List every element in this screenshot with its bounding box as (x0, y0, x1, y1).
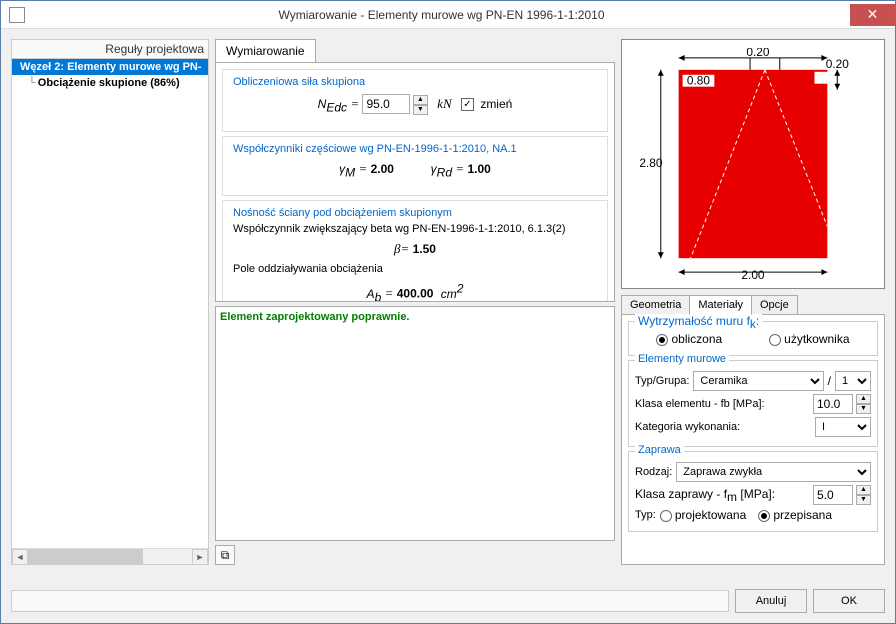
spin-up-icon[interactable]: ▲ (413, 95, 428, 105)
spin-up-icon[interactable]: ▲ (856, 394, 871, 404)
spin-down-icon[interactable]: ▼ (856, 404, 871, 414)
zaprawa-legend: Zaprawa (635, 444, 684, 456)
sec3-title: Nośność ściany pod obciążeniem skupionym (233, 207, 597, 219)
rules-header: Reguły projektowa (11, 39, 209, 59)
svg-text:0.20: 0.20 (746, 48, 770, 59)
tree-item-selected[interactable]: Węzeł 2: Elementy murowe wg PN- (12, 59, 208, 75)
anuluj-button[interactable]: Anuluj (735, 589, 807, 613)
tab-materialy[interactable]: Materiały (689, 295, 752, 315)
window-title: Wymiarowanie - Elementy murowe wg PN-EN … (33, 8, 850, 22)
spin-down-icon[interactable]: ▼ (413, 105, 428, 115)
app-icon (9, 7, 25, 23)
radio-obliczona[interactable] (656, 334, 668, 346)
klasa-el-input[interactable] (813, 394, 853, 414)
close-button[interactable]: ✕ (850, 4, 895, 26)
diagram: 0.20 0.20 0.80 2.80 2.00 (621, 39, 885, 289)
tab-geometria[interactable]: Geometria (621, 295, 690, 315)
svg-text:0.20: 0.20 (826, 57, 850, 71)
radio-projektowana[interactable] (660, 510, 672, 522)
scroll-left-icon[interactable]: ◄ (12, 549, 28, 565)
typnum-select[interactable]: 1 (835, 371, 871, 391)
tab-opcje[interactable]: Opcje (751, 295, 798, 315)
typ-select[interactable]: Ceramika (693, 371, 823, 391)
rodzaj-select[interactable]: Zaprawa zwykła (676, 462, 871, 482)
tree-item-child[interactable]: Obciążenie skupione (86%) (12, 75, 208, 91)
titlebar: Wymiarowanie - Elementy murowe wg PN-EN … (1, 1, 895, 29)
nedc-input[interactable] (362, 94, 410, 114)
result-message: Element zaprojektowany poprawnie. (220, 311, 610, 323)
sec1-title: Obliczeniowa siła skupiona (233, 76, 597, 88)
scroll-thumb[interactable] (28, 549, 143, 564)
kategoria-select[interactable]: I (815, 417, 871, 437)
svg-text:2.00: 2.00 (741, 268, 765, 280)
svg-text:0.80: 0.80 (687, 74, 711, 88)
wytrz-legend: Wytrzymałość muru fk: (635, 314, 762, 331)
copy-icon[interactable]: ⧉ (215, 545, 235, 565)
elementy-legend: Elementy murowe (635, 353, 729, 365)
scrollbar-horizontal[interactable]: ◄ ► (12, 548, 208, 564)
radio-uzytkownika[interactable] (769, 334, 781, 346)
svg-text:2.80: 2.80 (639, 156, 663, 170)
spin-up-icon[interactable]: ▲ (856, 485, 871, 495)
klasa-zap-input[interactable] (813, 485, 853, 505)
spin-down-icon[interactable]: ▼ (856, 495, 871, 505)
sec2-title: Współczynniki częściowe wg PN-EN-1996-1-… (233, 143, 597, 155)
ok-button[interactable]: OK (813, 589, 885, 613)
scroll-right-icon[interactable]: ► (192, 549, 208, 565)
tree-view[interactable]: Węzeł 2: Elementy murowe wg PN- Obciążen… (11, 59, 209, 565)
tab-wymiarowanie[interactable]: Wymiarowanie (215, 39, 316, 62)
radio-przepisana[interactable] (758, 510, 770, 522)
zmien-checkbox[interactable]: ✓ (461, 98, 474, 111)
status-bar (11, 590, 729, 612)
